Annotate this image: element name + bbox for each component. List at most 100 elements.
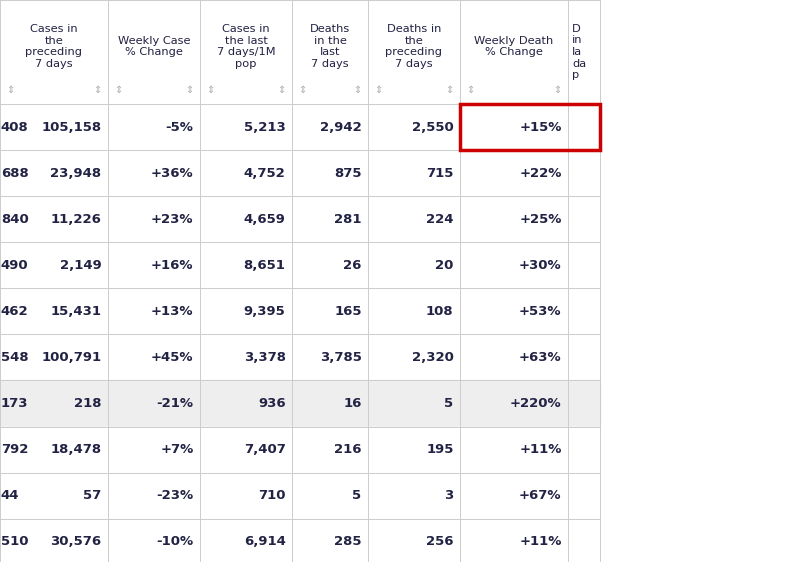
Text: +15%: +15% xyxy=(519,120,562,134)
Text: +45%: +45% xyxy=(151,351,194,364)
Text: 4,752: 4,752 xyxy=(244,166,286,180)
Text: 875: 875 xyxy=(334,166,362,180)
Bar xyxy=(0,519,600,562)
Text: Weekly Death
% Change: Weekly Death % Change xyxy=(474,35,554,57)
Text: 57: 57 xyxy=(83,489,102,502)
Text: 3: 3 xyxy=(444,489,454,502)
Text: 23,948: 23,948 xyxy=(50,166,102,180)
Bar xyxy=(0,196,600,242)
Text: +7%: +7% xyxy=(160,443,194,456)
Bar xyxy=(460,104,600,150)
Text: 108: 108 xyxy=(426,305,454,318)
Text: 30,576: 30,576 xyxy=(50,535,102,549)
Text: 9,395: 9,395 xyxy=(244,305,286,318)
Bar xyxy=(0,380,600,427)
Text: 936: 936 xyxy=(258,397,286,410)
Text: ⇕: ⇕ xyxy=(554,85,562,95)
Text: Weekly Case
% Change: Weekly Case % Change xyxy=(118,35,190,57)
Text: 490: 490 xyxy=(1,259,29,272)
Text: 5,213: 5,213 xyxy=(244,120,286,134)
Bar xyxy=(0,427,600,473)
Text: 105,158: 105,158 xyxy=(42,120,102,134)
Text: 3,378: 3,378 xyxy=(243,351,286,364)
Text: -5%: -5% xyxy=(166,120,194,134)
Text: 2,320: 2,320 xyxy=(412,351,454,364)
Bar xyxy=(0,0,600,104)
Text: ⇕: ⇕ xyxy=(446,85,454,95)
Text: 173: 173 xyxy=(1,397,28,410)
Text: D
in
la
da
p: D in la da p xyxy=(572,24,586,80)
Bar xyxy=(0,242,600,288)
Text: ⇕: ⇕ xyxy=(374,85,382,95)
Text: +67%: +67% xyxy=(519,489,562,502)
Text: 11,226: 11,226 xyxy=(50,212,102,226)
Text: 100,791: 100,791 xyxy=(42,351,102,364)
Text: Deaths in
the
preceding
7 days: Deaths in the preceding 7 days xyxy=(386,24,442,69)
Text: -23%: -23% xyxy=(157,489,194,502)
Text: 462: 462 xyxy=(1,305,29,318)
Text: ⇕: ⇕ xyxy=(186,85,194,95)
Text: +63%: +63% xyxy=(519,351,562,364)
Text: 5: 5 xyxy=(353,489,362,502)
Text: +11%: +11% xyxy=(519,535,562,549)
Text: 6,914: 6,914 xyxy=(244,535,286,549)
Text: +22%: +22% xyxy=(519,166,562,180)
Text: ⇕: ⇕ xyxy=(206,85,214,95)
Bar xyxy=(0,288,600,334)
Text: 3,785: 3,785 xyxy=(320,351,362,364)
Text: 224: 224 xyxy=(426,212,454,226)
Text: +53%: +53% xyxy=(519,305,562,318)
Text: +25%: +25% xyxy=(519,212,562,226)
Text: ⇕: ⇕ xyxy=(278,85,286,95)
Text: 7,407: 7,407 xyxy=(244,443,286,456)
Text: 216: 216 xyxy=(334,443,362,456)
Text: 20: 20 xyxy=(435,259,454,272)
Text: 2,942: 2,942 xyxy=(320,120,362,134)
Text: 16: 16 xyxy=(343,397,362,410)
Text: 840: 840 xyxy=(1,212,29,226)
Text: +220%: +220% xyxy=(510,397,562,410)
Text: 715: 715 xyxy=(426,166,454,180)
Text: +13%: +13% xyxy=(151,305,194,318)
Text: 18,478: 18,478 xyxy=(50,443,102,456)
Text: 8,651: 8,651 xyxy=(244,259,286,272)
Text: 165: 165 xyxy=(334,305,362,318)
Text: 15,431: 15,431 xyxy=(50,305,102,318)
Text: 256: 256 xyxy=(426,535,454,549)
Text: 281: 281 xyxy=(334,212,362,226)
Bar xyxy=(0,150,600,196)
Text: 5: 5 xyxy=(445,397,454,410)
Text: +23%: +23% xyxy=(151,212,194,226)
Text: ⇕: ⇕ xyxy=(94,85,102,95)
Text: 2,149: 2,149 xyxy=(60,259,102,272)
Text: 792: 792 xyxy=(1,443,28,456)
Text: -10%: -10% xyxy=(157,535,194,549)
Text: -21%: -21% xyxy=(157,397,194,410)
Text: ⇕: ⇕ xyxy=(466,85,474,95)
Text: 688: 688 xyxy=(1,166,29,180)
Text: ⇕: ⇕ xyxy=(6,85,14,95)
Text: +11%: +11% xyxy=(519,443,562,456)
Bar xyxy=(0,473,600,519)
Text: 510: 510 xyxy=(1,535,28,549)
Text: 195: 195 xyxy=(426,443,454,456)
Text: Cases in
the
preceding
7 days: Cases in the preceding 7 days xyxy=(26,24,82,69)
Text: ⇕: ⇕ xyxy=(354,85,362,95)
Text: 2,550: 2,550 xyxy=(412,120,454,134)
Text: 44: 44 xyxy=(1,489,19,502)
Text: 710: 710 xyxy=(258,489,286,502)
Text: ⇕: ⇕ xyxy=(114,85,122,95)
Text: 26: 26 xyxy=(343,259,362,272)
Text: 285: 285 xyxy=(334,535,362,549)
Bar xyxy=(0,334,600,380)
Text: 218: 218 xyxy=(74,397,102,410)
Text: 4,659: 4,659 xyxy=(244,212,286,226)
Text: Cases in
the last
7 days/1M
pop: Cases in the last 7 days/1M pop xyxy=(217,24,275,69)
Text: +16%: +16% xyxy=(151,259,194,272)
Bar xyxy=(0,104,600,150)
Text: Deaths
in the
last
7 days: Deaths in the last 7 days xyxy=(310,24,350,69)
Text: ⇕: ⇕ xyxy=(298,85,306,95)
Text: +30%: +30% xyxy=(519,259,562,272)
Text: 548: 548 xyxy=(1,351,29,364)
Text: 408: 408 xyxy=(1,120,29,134)
